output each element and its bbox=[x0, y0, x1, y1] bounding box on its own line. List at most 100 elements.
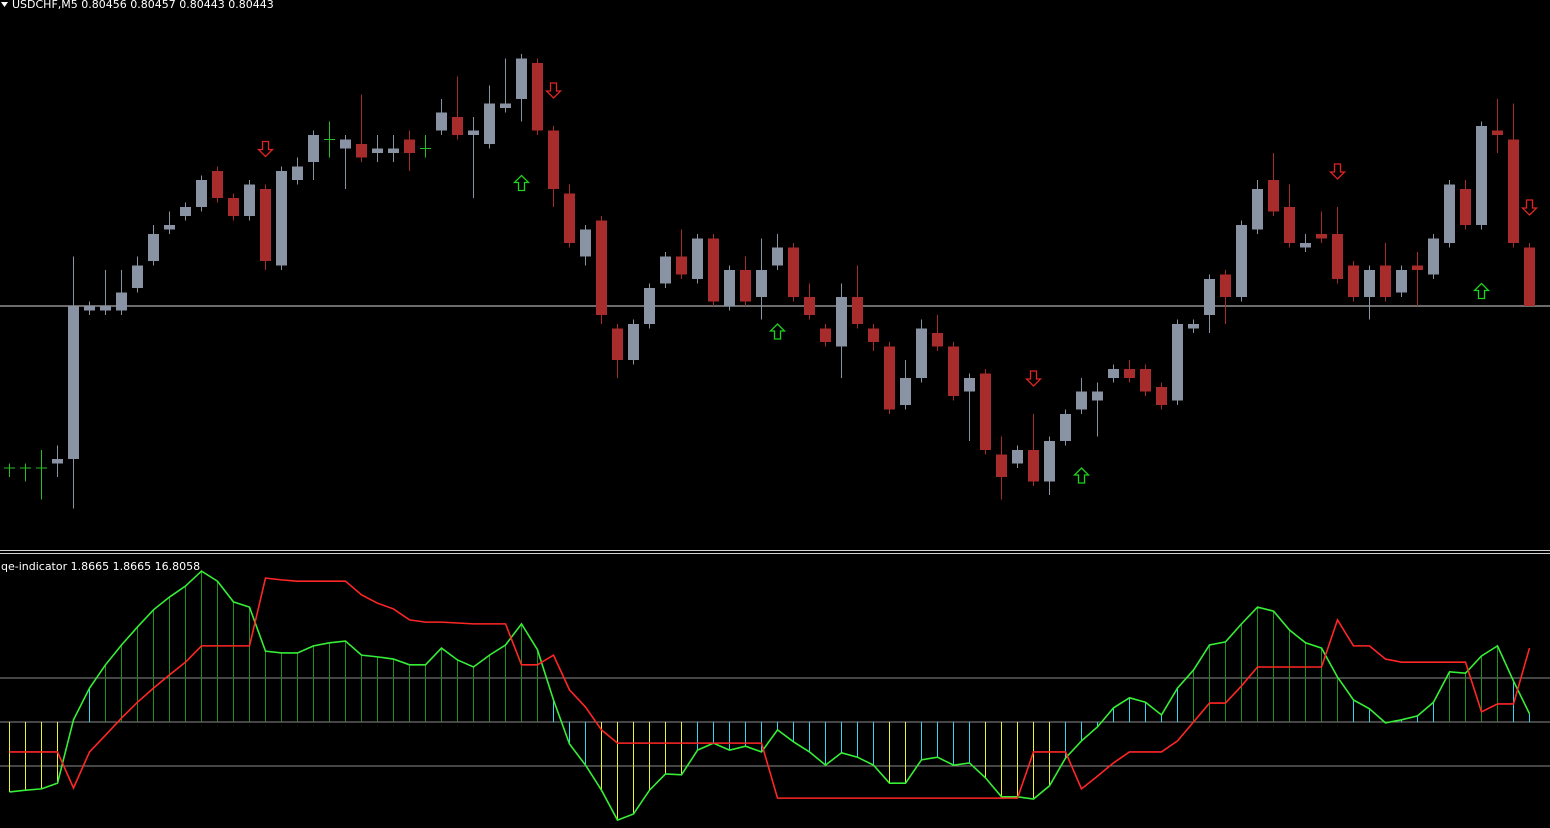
candle-body bbox=[996, 454, 1007, 477]
candle-body bbox=[244, 184, 255, 216]
candle-body bbox=[644, 288, 655, 324]
candle-body bbox=[1348, 265, 1359, 297]
candle-body bbox=[1364, 270, 1375, 297]
candle-body bbox=[820, 328, 831, 342]
candle-body bbox=[1316, 234, 1327, 239]
candle-body bbox=[612, 328, 623, 360]
candle-body bbox=[1108, 369, 1119, 378]
candle-body bbox=[740, 270, 751, 302]
candle-body bbox=[452, 117, 463, 135]
buy-arrow bbox=[1472, 282, 1491, 300]
candle-body bbox=[932, 333, 943, 347]
candle-body bbox=[1028, 450, 1039, 482]
candle-body bbox=[196, 180, 207, 207]
chart-title: USDCHF,M5 0.80456 0.80457 0.80443 0.8044… bbox=[12, 0, 274, 11]
sell-arrow bbox=[1328, 163, 1347, 180]
candle-body bbox=[532, 63, 543, 131]
candle-body bbox=[1236, 225, 1247, 297]
menu-triangle bbox=[1, 2, 8, 7]
candle-body bbox=[1124, 369, 1135, 378]
candle-body bbox=[1268, 180, 1279, 212]
candle-body bbox=[100, 306, 111, 311]
candle-body bbox=[212, 171, 223, 198]
candle-body bbox=[580, 229, 591, 257]
candle-body bbox=[164, 225, 175, 230]
candle-body bbox=[980, 373, 991, 450]
indicator-title: qqe-indicator 1.8665 1.8665 16.8058 bbox=[0, 560, 200, 573]
candle-body bbox=[1444, 184, 1455, 243]
candle-body bbox=[484, 103, 495, 144]
buy-arrow bbox=[1072, 467, 1091, 484]
candle-body bbox=[388, 148, 399, 153]
candle-body bbox=[404, 139, 415, 153]
candle-body bbox=[1076, 391, 1087, 410]
candle-body bbox=[308, 135, 319, 162]
candle-body bbox=[900, 378, 911, 405]
sell-arrow bbox=[544, 82, 563, 99]
candle-body bbox=[1284, 207, 1295, 243]
candle-body bbox=[1396, 270, 1407, 293]
candle-body bbox=[84, 306, 95, 311]
candle-body bbox=[1012, 450, 1023, 464]
candle-body bbox=[436, 112, 447, 131]
indicator-line bbox=[9, 570, 1531, 822]
candle-body bbox=[1412, 265, 1423, 270]
candle-body bbox=[292, 166, 303, 180]
candle-body bbox=[1492, 130, 1503, 135]
candle-body bbox=[676, 256, 687, 275]
candle-body bbox=[852, 297, 863, 324]
candle-body bbox=[1092, 391, 1103, 401]
candle-body bbox=[372, 148, 383, 153]
candle-body bbox=[1300, 243, 1311, 248]
candle-body bbox=[836, 297, 847, 347]
candle-body bbox=[804, 297, 815, 315]
candle-body bbox=[628, 324, 639, 360]
candle-body bbox=[1156, 387, 1167, 405]
candle-body bbox=[516, 58, 527, 99]
candle-body bbox=[916, 328, 927, 378]
candle-body bbox=[52, 459, 63, 464]
candle-body bbox=[1508, 139, 1519, 243]
candle-body bbox=[340, 139, 351, 149]
candle-body bbox=[1044, 441, 1055, 482]
candle-body bbox=[1252, 189, 1263, 230]
candle-body bbox=[1476, 126, 1487, 225]
candle-body bbox=[1140, 369, 1151, 392]
candle-body bbox=[884, 346, 895, 410]
candle-body bbox=[260, 189, 271, 261]
candle-body bbox=[276, 171, 287, 266]
candle-body bbox=[548, 130, 559, 189]
candle-body bbox=[1060, 414, 1071, 441]
candle-body bbox=[564, 193, 575, 243]
candle-body bbox=[1172, 324, 1183, 401]
candle-body bbox=[788, 247, 799, 297]
candle-body bbox=[948, 346, 959, 396]
candle-body bbox=[116, 292, 127, 311]
candle-body bbox=[228, 198, 239, 216]
candle-body bbox=[1460, 189, 1471, 225]
buy-arrow bbox=[512, 174, 531, 192]
candle-body bbox=[1220, 274, 1231, 297]
candle-body bbox=[468, 130, 479, 135]
candle-body bbox=[180, 207, 191, 216]
candle-body bbox=[708, 238, 719, 302]
candle-body bbox=[692, 238, 703, 279]
sell-arrow bbox=[1520, 199, 1539, 216]
candle-body bbox=[68, 306, 79, 459]
indicator-pane bbox=[0, 570, 1550, 822]
candle-body bbox=[1380, 265, 1391, 297]
candle-body bbox=[596, 220, 607, 315]
candle-body bbox=[964, 378, 975, 392]
candle-body bbox=[356, 144, 367, 158]
candle-body bbox=[500, 103, 511, 108]
candle-body bbox=[132, 265, 143, 288]
candle-body bbox=[1332, 234, 1343, 279]
sell-arrow bbox=[1024, 370, 1043, 387]
candle-body bbox=[724, 270, 735, 306]
buy-arrow bbox=[768, 323, 787, 340]
candle-body bbox=[756, 270, 767, 297]
candle-body bbox=[660, 256, 671, 284]
candle-body bbox=[868, 328, 879, 342]
